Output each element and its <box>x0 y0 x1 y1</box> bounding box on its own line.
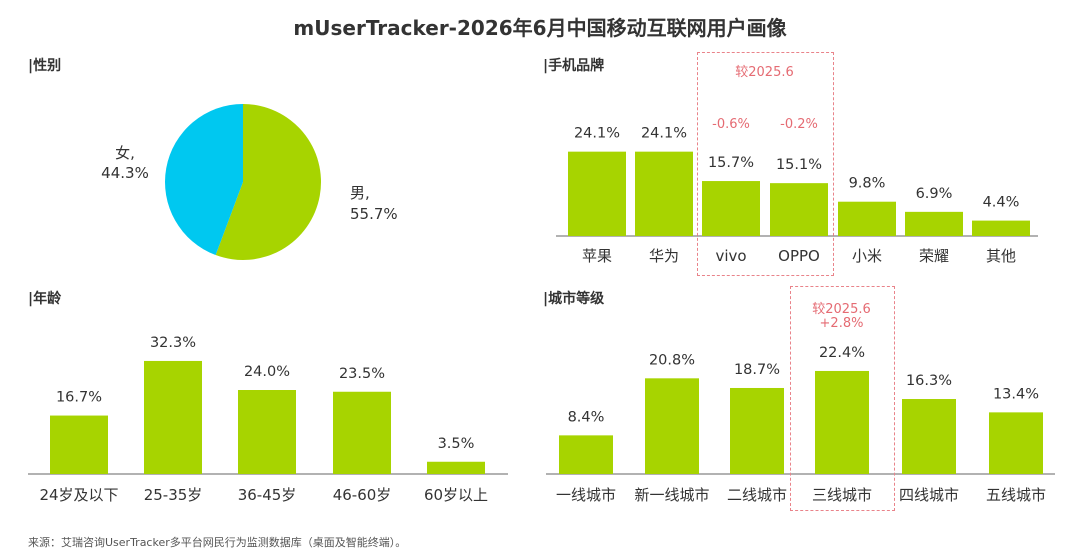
brand-category-label: 小米 <box>852 247 882 265</box>
age-bar <box>333 391 391 474</box>
brand-section-title: |手机品牌 <box>543 58 605 74</box>
city-value-label: 8.4% <box>568 409 605 425</box>
city-bar <box>902 399 956 474</box>
city-highlight-label: 较2025.6 <box>812 302 871 317</box>
city-bar-chart: 8.4% 一线城市 20.8% 新一线城市 18.7% 二线城市 22.4% 三线城市 16.3… <box>546 345 1055 504</box>
brand-bar <box>635 151 693 236</box>
pie-category-label: 男, <box>350 184 370 202</box>
city-category-label: 新一线城市 <box>634 486 709 504</box>
city-category-label: 五线城市 <box>986 486 1046 504</box>
city-value-label: 18.7% <box>734 362 780 378</box>
pie-value-label: 55.7% <box>350 205 398 223</box>
brand-category-label: 其他 <box>986 247 1016 265</box>
city-category-label: 三线城市 <box>812 486 872 504</box>
city-change-label: +2.8% <box>819 316 864 331</box>
brand-category-label: vivo <box>715 247 746 265</box>
city-value-label: 13.4% <box>993 386 1039 402</box>
brand-category-label: OPPO <box>778 247 820 265</box>
city-bar <box>815 370 869 474</box>
city-value-label: 22.4% <box>819 345 865 361</box>
brand-bar <box>905 211 963 236</box>
age-bar <box>427 461 485 474</box>
brand-highlight-box <box>697 52 834 276</box>
city-bar <box>989 412 1043 474</box>
brand-bar-chart: 24.1% 苹果 24.1% 华为 15.7% vivo 15.1% OPPO 9.8% 小米 6.… <box>556 126 1038 265</box>
city-section-title: |城市等级 <box>543 291 605 307</box>
age-category-label: 24岁及以下 <box>39 486 118 504</box>
oppo-change-label: -0.2% <box>780 117 818 132</box>
age-value-label: 16.7% <box>56 390 102 406</box>
city-bar <box>645 378 699 474</box>
age-bar <box>50 415 108 474</box>
brand-bar <box>702 181 760 236</box>
brand-value-label: 9.8% <box>849 176 886 192</box>
age-value-label: 32.3% <box>150 335 196 351</box>
brand-bar <box>770 183 828 236</box>
age-category-label: 36-45岁 <box>238 486 297 504</box>
city-value-label: 16.3% <box>906 373 952 389</box>
brand-value-label: 24.1% <box>574 126 620 142</box>
city-category-label: 二线城市 <box>727 486 787 504</box>
page-title: mUserTracker-2026年6月中国移动互联网用户画像 <box>293 16 787 40</box>
pie-slice-male <box>215 104 322 260</box>
brand-value-label: 4.4% <box>983 195 1020 211</box>
source-footnote: 来源：艾瑞咨询UserTracker多平台网民行为监测数据库（桌面及智能终端）。 <box>28 536 407 549</box>
brand-value-label: 15.1% <box>776 157 822 173</box>
city-category-label: 四线城市 <box>899 486 959 504</box>
brand-category-label: 华为 <box>649 247 679 265</box>
pie-slice-female <box>165 104 243 256</box>
city-bar <box>559 435 613 474</box>
age-bar-chart: 16.7% 24岁及以下 32.3% 25-35岁 24.0% 36-45岁 23.5% 46… <box>28 335 508 504</box>
pie-category-label: 女, <box>115 144 135 162</box>
vivo-change-label: -0.6% <box>712 117 750 132</box>
city-value-label: 20.8% <box>649 352 695 368</box>
city-bar <box>730 387 784 474</box>
age-value-label: 24.0% <box>244 364 290 380</box>
age-bar <box>238 390 296 474</box>
gender-section-title: |性别 <box>28 58 62 74</box>
age-category-label: 25-35岁 <box>144 486 203 504</box>
brand-bar <box>568 151 626 236</box>
brand-bar <box>972 220 1030 236</box>
brand-value-label: 24.1% <box>641 126 687 142</box>
city-category-label: 一线城市 <box>556 486 616 504</box>
gender-pie-chart: 男, 55.7% 女, 44.3% <box>101 104 398 260</box>
age-section-title: |年龄 <box>28 291 62 307</box>
brand-highlight-label: 较2025.6 <box>735 65 794 80</box>
pie-value-label: 44.3% <box>101 164 149 182</box>
age-category-label: 60岁以上 <box>424 486 488 504</box>
brand-category-label: 苹果 <box>582 247 612 265</box>
brand-bar <box>838 201 896 236</box>
brand-value-label: 15.7% <box>708 155 754 171</box>
brand-value-label: 6.9% <box>916 186 953 202</box>
age-category-label: 46-60岁 <box>333 486 392 504</box>
age-value-label: 3.5% <box>438 436 475 452</box>
age-bar <box>144 360 202 474</box>
age-value-label: 23.5% <box>339 366 385 382</box>
brand-category-label: 荣耀 <box>919 247 949 265</box>
city-highlight-box <box>790 286 895 511</box>
